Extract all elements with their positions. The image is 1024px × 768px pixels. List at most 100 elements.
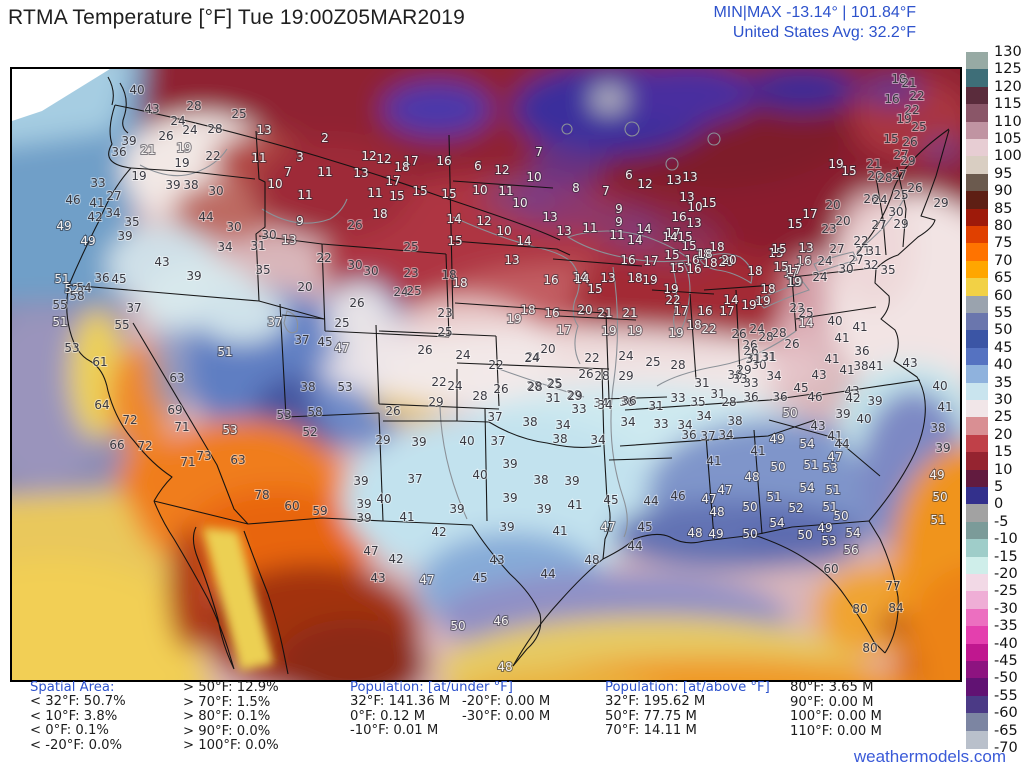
temp-label: 17	[802, 207, 817, 221]
temp-label: 35	[255, 263, 270, 277]
temp-label: 26	[784, 337, 799, 351]
temp-label: 21	[597, 306, 612, 320]
temp-label: 41	[552, 524, 567, 538]
colorbar-tick-label: -40	[994, 635, 1018, 652]
temp-label: 33	[571, 402, 586, 416]
temp-label: 44	[540, 567, 555, 581]
colorbar-swatch	[966, 139, 988, 157]
temp-label: 33	[653, 417, 668, 431]
population-above-col2: 80°F: 3.65 M 90°F: 0.00 M 100°F: 0.00 M 110…	[790, 680, 882, 739]
colorbar-tick-label: -35	[994, 618, 1018, 635]
temp-label: 35	[124, 215, 139, 229]
temp-label: 42	[431, 525, 446, 539]
temp-label: 39	[502, 491, 517, 505]
temp-label: 37	[126, 301, 141, 315]
colorbar-swatch	[966, 330, 988, 349]
temp-label: 39	[353, 474, 368, 488]
temp-label: 16	[796, 254, 811, 268]
temp-label: 56	[843, 543, 858, 557]
temp-label: 34	[555, 418, 570, 432]
temp-label: 51	[803, 458, 818, 472]
temp-label: 18	[394, 160, 409, 174]
population-under-header: Population: [at/under °F]	[350, 680, 513, 695]
temp-label: 18	[686, 318, 701, 332]
temp-label: 22	[904, 103, 919, 117]
temp-label: 24	[525, 350, 540, 364]
temp-label: 53	[821, 534, 836, 548]
colorbar-swatch	[966, 104, 988, 123]
temp-label: 31	[761, 350, 776, 364]
temp-label: 26	[417, 343, 432, 357]
temp-label: 36	[111, 145, 126, 159]
map-corner-nodata	[12, 69, 110, 121]
temp-label: 60	[284, 499, 299, 513]
temp-label: 26	[493, 382, 508, 396]
temp-label: 11	[297, 188, 312, 202]
temp-label: 36	[619, 395, 634, 409]
colorbar-tick-label: -50	[994, 670, 1018, 687]
temp-label: 52	[788, 501, 803, 515]
temp-label: 21	[622, 306, 637, 320]
colorbar-swatch	[966, 504, 988, 523]
temp-label: 10	[687, 200, 702, 214]
colorbar-tick-label: -10	[994, 531, 1018, 548]
temp-label: 45	[317, 335, 332, 349]
temp-label: 13	[556, 224, 571, 238]
temp-label: 14	[627, 233, 642, 247]
temp-label: 25	[645, 355, 660, 369]
temp-label: 47	[334, 341, 349, 355]
temp-label: 22	[205, 149, 220, 163]
temp-label: 18	[709, 240, 724, 254]
temp-label: 18	[702, 256, 717, 270]
colorbar-tick-label: 100	[994, 148, 1022, 165]
colorbar-swatch	[966, 521, 988, 540]
temp-label: 40	[932, 379, 947, 393]
temp-label: 19	[663, 282, 678, 296]
temp-label: 20	[835, 214, 850, 228]
temp-label: 17	[385, 174, 400, 188]
temp-label: 44	[198, 210, 213, 224]
temp-label: 53	[222, 423, 237, 437]
colorbar-tick-label: -45	[994, 653, 1018, 669]
temp-label: 14	[723, 293, 738, 307]
temp-label: 32	[863, 258, 878, 272]
temp-label: 19	[668, 326, 683, 340]
temp-label: 21	[866, 157, 881, 171]
temp-label: 23	[821, 222, 836, 236]
temp-label: 39	[165, 178, 180, 192]
temp-label: 50	[833, 509, 848, 523]
temp-label: 50	[797, 528, 812, 542]
temp-label: 34	[593, 396, 608, 410]
temp-label: 40	[459, 434, 474, 448]
temp-label: 72	[137, 439, 152, 453]
temp-label: 27	[829, 242, 844, 256]
temp-label: 29	[736, 363, 751, 377]
temp-label: 14	[446, 212, 461, 226]
stat-line: 70°F: 14.11 M	[605, 723, 697, 739]
colorbar-tick-label: 20	[994, 426, 1013, 443]
temp-label: 19	[627, 324, 642, 338]
temp-label: 31	[250, 239, 265, 253]
temp-label: 19	[896, 112, 911, 126]
colorbar-swatch	[966, 713, 988, 732]
temp-label: 41	[89, 196, 104, 210]
temp-label: 28	[594, 369, 609, 383]
stat-line: -20°F: 0.00 M	[462, 694, 551, 709]
temp-label: 19	[174, 156, 189, 170]
temp-label: 16	[671, 210, 686, 224]
gulf-of-california-detail	[202, 527, 274, 671]
temp-label: 41	[868, 359, 883, 373]
temp-label: 28	[877, 171, 892, 185]
temp-label: 36	[772, 390, 787, 404]
temp-label: 47	[701, 492, 716, 506]
temp-label: 10	[512, 196, 527, 210]
temp-label: 25	[406, 284, 421, 298]
temp-label: 21	[855, 244, 870, 258]
temp-label: 44	[627, 539, 642, 553]
colorbar-tick-label: 25	[994, 409, 1013, 426]
stat-line: < -20°F: 0.0%	[30, 737, 123, 753]
temp-label: 14	[516, 234, 531, 248]
colorbar-swatch	[966, 469, 988, 488]
temp-label: 25	[437, 325, 452, 339]
colorbar-swatch	[966, 434, 988, 453]
